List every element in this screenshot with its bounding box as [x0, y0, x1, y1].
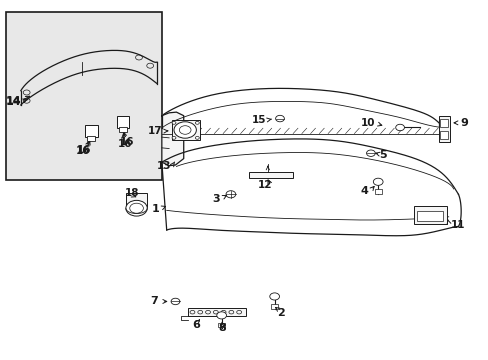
Text: 11: 11: [450, 220, 465, 230]
Bar: [440, 119, 447, 127]
Text: 5: 5: [379, 150, 386, 159]
Circle shape: [172, 136, 176, 139]
Bar: [6, 12, 162, 180]
Text: 9: 9: [460, 118, 468, 128]
Polygon shape: [162, 112, 183, 166]
Bar: [87, 136, 95, 141]
Text: 14: 14: [6, 97, 21, 107]
Bar: [416, 211, 442, 221]
Text: 13: 13: [157, 161, 171, 171]
Text: 7: 7: [150, 296, 158, 306]
Circle shape: [195, 136, 199, 139]
Circle shape: [179, 126, 191, 134]
Text: 8: 8: [218, 323, 226, 333]
Circle shape: [216, 312, 226, 319]
Circle shape: [269, 293, 279, 300]
Circle shape: [195, 121, 199, 124]
Text: 16: 16: [118, 139, 132, 149]
Circle shape: [372, 178, 382, 185]
Text: 6: 6: [192, 320, 200, 330]
Text: 18: 18: [124, 188, 139, 198]
Text: 3: 3: [212, 194, 220, 203]
Text: 14: 14: [6, 96, 21, 107]
Text: 10: 10: [361, 118, 375, 128]
Circle shape: [225, 191, 235, 198]
Text: 12: 12: [258, 180, 272, 190]
Circle shape: [125, 201, 147, 216]
Text: 16: 16: [76, 146, 90, 156]
Bar: [249, 172, 292, 178]
Bar: [119, 127, 126, 132]
Circle shape: [275, 115, 284, 122]
Circle shape: [174, 122, 196, 138]
Bar: [85, 125, 98, 137]
Text: 15: 15: [251, 115, 266, 125]
Circle shape: [129, 203, 143, 213]
Bar: [116, 116, 129, 128]
Text: 2: 2: [277, 308, 284, 318]
Bar: [438, 116, 449, 143]
Text: 17: 17: [148, 126, 163, 136]
Text: 1: 1: [151, 203, 159, 213]
Bar: [440, 131, 447, 139]
Circle shape: [395, 124, 404, 131]
Bar: [271, 304, 278, 309]
Circle shape: [366, 150, 374, 157]
Bar: [171, 120, 200, 140]
Circle shape: [172, 121, 176, 124]
Bar: [413, 206, 446, 224]
Circle shape: [171, 298, 180, 305]
Bar: [125, 193, 147, 207]
Bar: [187, 307, 245, 316]
Text: 4: 4: [360, 186, 368, 197]
Bar: [374, 189, 381, 194]
Text: 16: 16: [120, 138, 134, 148]
Text: 16: 16: [77, 145, 91, 156]
Bar: [218, 323, 224, 327]
